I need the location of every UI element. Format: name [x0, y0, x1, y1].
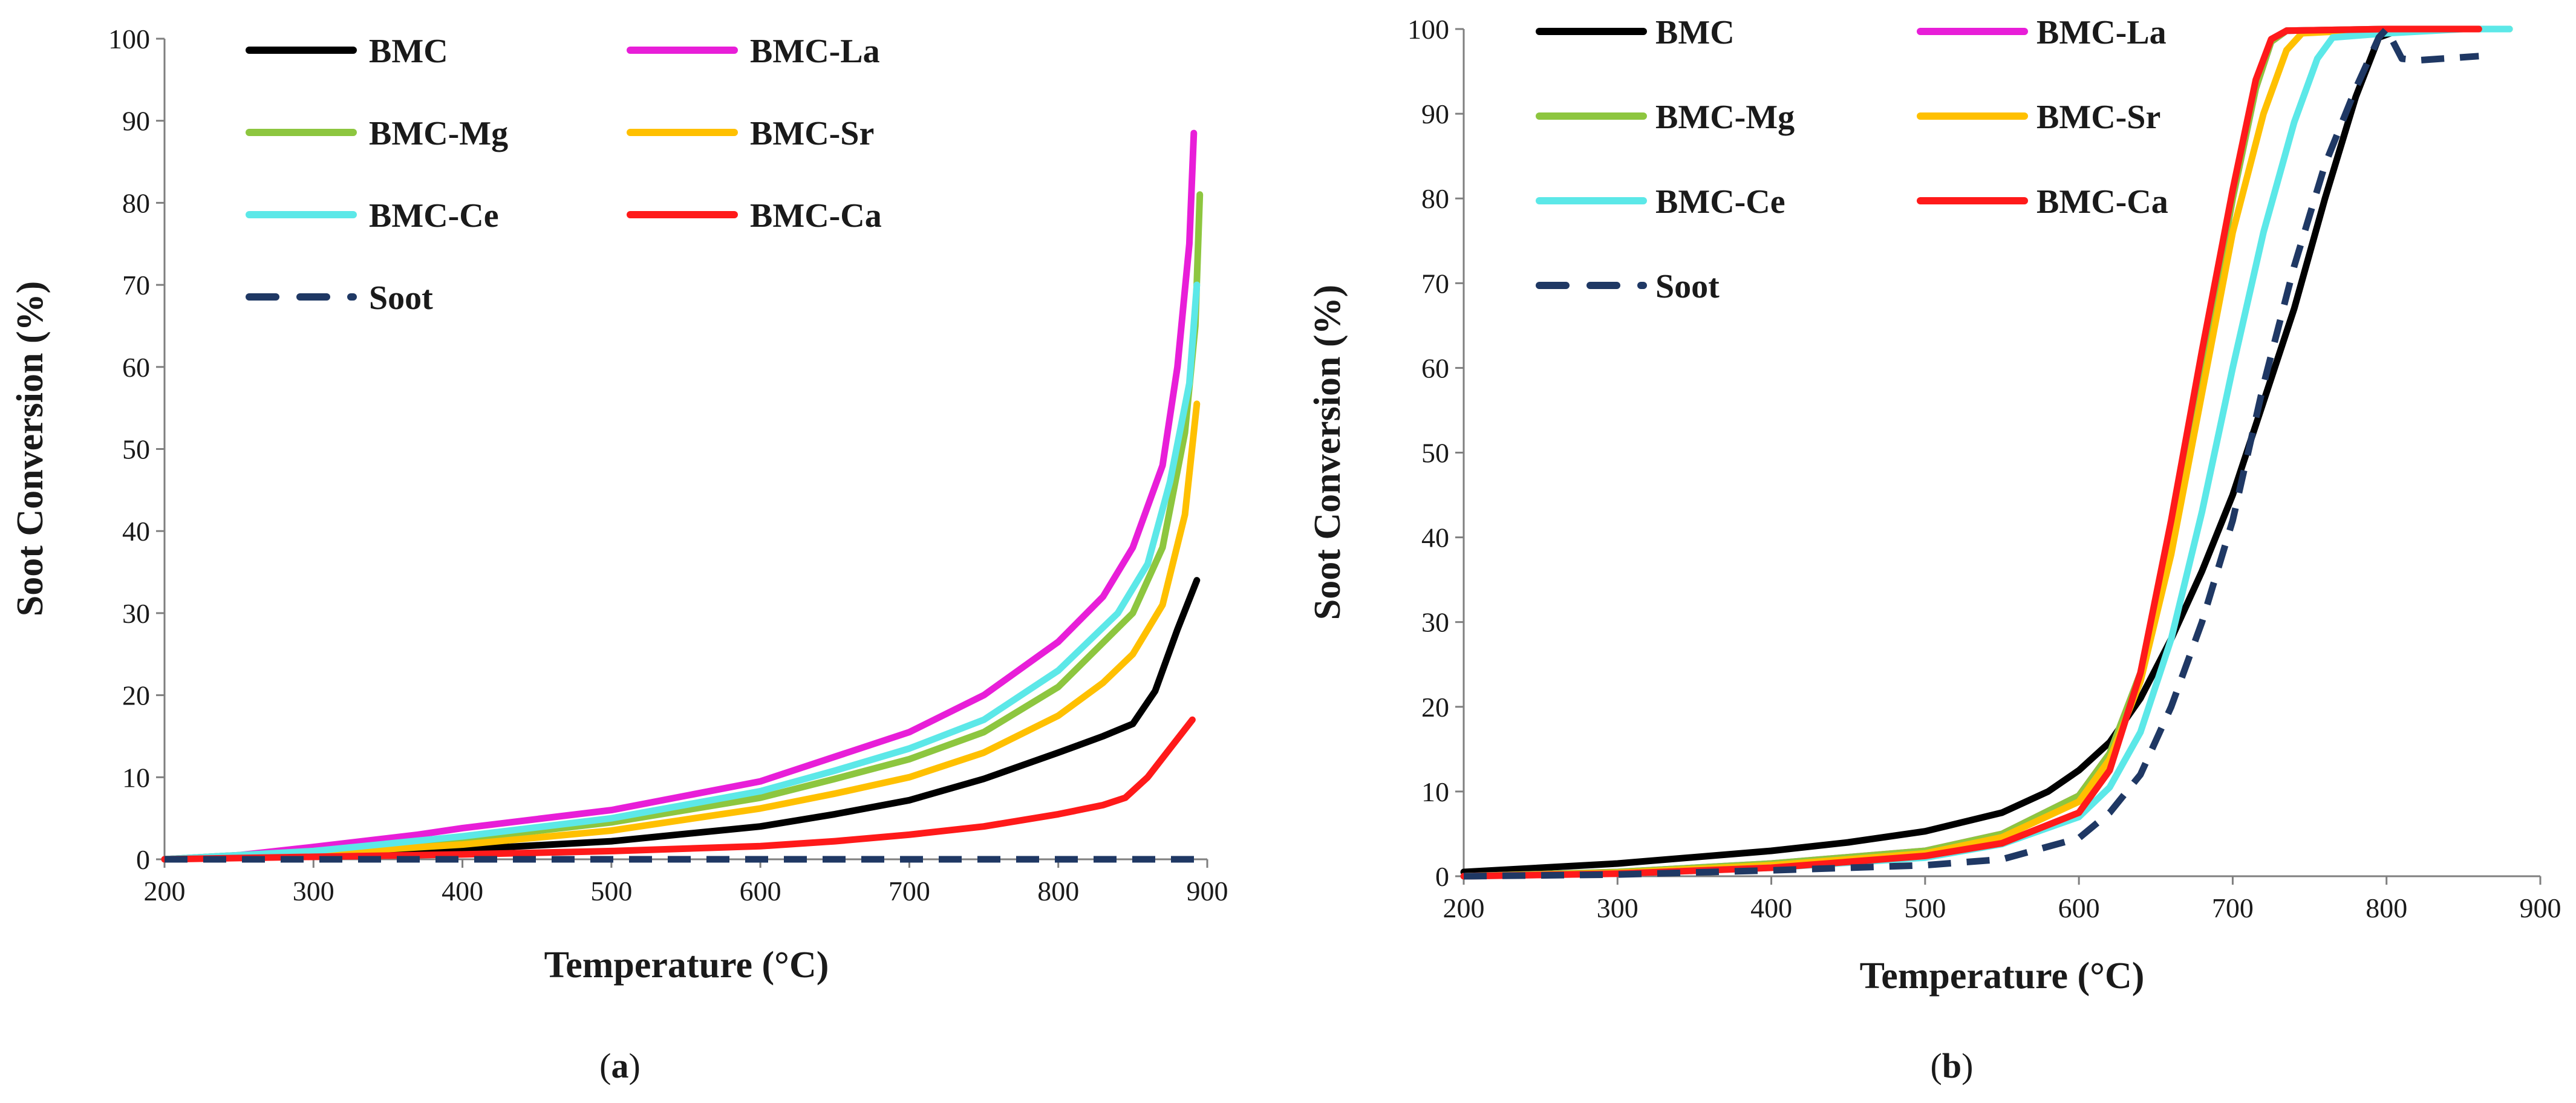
y-tick-label: 30: [1421, 607, 1449, 638]
y-tick-label: 20: [122, 680, 150, 711]
legend-label-bmc-ce: BMC-Ce: [369, 197, 499, 235]
x-tick-label: 500: [1904, 893, 1946, 923]
series-line-bmc-ca: [1460, 25, 2482, 880]
y-tick-label: 60: [1421, 353, 1449, 383]
legend-label-bmc: BMC: [369, 33, 448, 70]
legend-label-bmc-la: BMC-La: [2036, 14, 2167, 51]
x-tick-label: 900: [1187, 876, 1228, 906]
y-tick-label: 30: [122, 598, 150, 629]
series-line-bmc-mg: [161, 191, 1204, 863]
y-tick-label: 70: [122, 270, 150, 301]
x-tick-label: 200: [1443, 893, 1485, 923]
x-tick-label: 400: [1750, 893, 1792, 923]
panel-label-letter: b: [1942, 1046, 1961, 1085]
series-line-bmc-ce: [1460, 25, 2513, 880]
y-tick-label: 10: [122, 762, 150, 793]
y-tick-label: 90: [122, 106, 150, 137]
y-axis-title: Soot Conversion (%): [10, 281, 51, 617]
panel-label: (b): [1931, 1046, 1974, 1085]
y-tick-label: 100: [108, 24, 150, 54]
x-tick-label: 700: [889, 876, 930, 906]
y-tick-label: 70: [1421, 268, 1449, 299]
legend-label-bmc-mg: BMC-Mg: [1655, 99, 1795, 136]
series-line-bmc-ca: [161, 716, 1196, 863]
y-tick-label: 0: [1435, 861, 1449, 892]
series-line-soot: [1463, 25, 2479, 880]
x-tick-label: 300: [1597, 893, 1639, 923]
legend-label-bmc-ce: BMC-Ce: [1655, 183, 1785, 221]
x-axis-title: Temperature (°C): [1860, 955, 2145, 997]
legend-label-bmc: BMC: [1655, 14, 1735, 51]
x-tick-label: 700: [2212, 893, 2254, 923]
series-line-bmc-sr: [1460, 25, 2513, 880]
y-tick-label: 60: [122, 352, 150, 383]
x-tick-label: 600: [740, 876, 781, 906]
legend-label-bmc-sr: BMC-Sr: [750, 115, 874, 152]
x-axis-title: Temperature (°C): [544, 945, 829, 986]
panel-label-close: ): [1961, 1046, 1973, 1085]
series-line-bmc-la: [161, 129, 1198, 863]
legend-label-bmc-ca: BMC-Ca: [2036, 183, 2168, 221]
panel-label: (a): [599, 1046, 641, 1085]
legend-label-soot: Soot: [1655, 268, 1720, 305]
y-tick-label: 40: [1421, 522, 1449, 553]
series-line-bmc: [161, 577, 1201, 863]
y-tick-label: 100: [1407, 14, 1449, 45]
legend: BMC BMC-La BMC-Mg BMC-Sr BMC-Ce BMC-Ca Soot: [246, 33, 882, 317]
legend-label-bmc-ca: BMC-Ca: [750, 197, 882, 235]
y-tick-label: 90: [1421, 99, 1449, 129]
y-tick-label: 0: [136, 844, 150, 875]
x-tick-label: 500: [590, 876, 632, 906]
legend: BMC BMC-La BMC-Mg BMC-Sr BMC-Ce BMC-Ca Soot: [1536, 14, 2168, 305]
chart-panel-b: 0 10 20 30 40 50 60 70 80 90 100 200 300 400 500 600 700…: [1307, 14, 2561, 1085]
legend-label-soot: Soot: [369, 279, 433, 317]
legend-label-bmc-mg: BMC-Mg: [369, 115, 508, 152]
panel-label-close: ): [629, 1046, 641, 1085]
y-tick-label: 80: [122, 187, 150, 218]
series-line-bmc-mg: [1460, 25, 2482, 880]
series-line-bmc: [1460, 25, 2482, 876]
chart-panel-a: 0 10 20 30 40 50 60 70 80 90 100 200 300 400 500 600 700…: [10, 24, 1228, 1085]
y-axis-title: Soot Conversion (%): [1307, 285, 1348, 620]
y-tick-label: 80: [1421, 183, 1449, 214]
panel-label-open: (: [599, 1046, 611, 1085]
x-tick-label: 300: [293, 876, 334, 906]
panel-label-letter: a: [611, 1046, 629, 1085]
x-tick-label: 800: [2366, 893, 2407, 923]
x-tick-label: 800: [1037, 876, 1079, 906]
series-line-bmc-ce: [161, 281, 1201, 863]
panel-label-open: (: [1931, 1046, 1942, 1085]
y-tick-label: 10: [1421, 776, 1449, 807]
x-tick-label: 900: [2520, 893, 2561, 923]
y-tick-label: 20: [1421, 692, 1449, 723]
y-tick-label: 50: [122, 434, 150, 465]
x-tick-label: 200: [144, 876, 186, 906]
series-line-bmc-la: [1460, 25, 2482, 880]
y-tick-label: 40: [122, 516, 150, 547]
x-tick-label: 600: [2058, 893, 2100, 923]
y-tick-label: 50: [1421, 438, 1449, 469]
series-line-bmc-sr: [161, 400, 1201, 863]
legend-label-bmc-la: BMC-La: [750, 33, 880, 70]
x-tick-label: 400: [442, 876, 483, 906]
legend-label-bmc-sr: BMC-Sr: [2036, 99, 2160, 136]
